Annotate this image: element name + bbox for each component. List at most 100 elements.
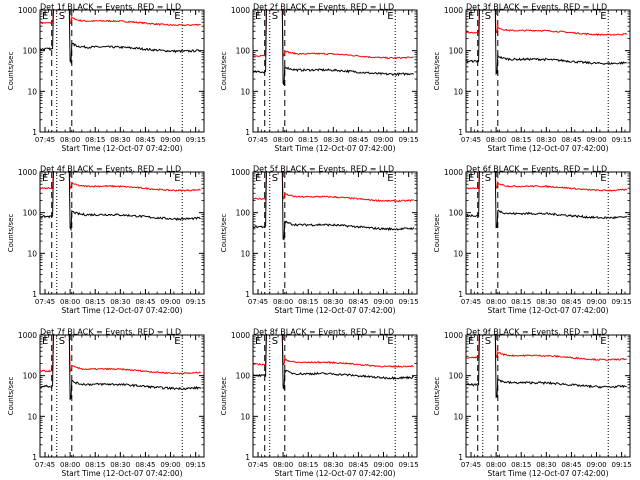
y-tick-label: 10 bbox=[27, 249, 37, 258]
events-series-line bbox=[466, 172, 628, 229]
panel-8: Det 8f BLACK = Events, RED = LLD 1 10 100 10… bbox=[220, 328, 419, 479]
start-marker-label: S bbox=[59, 11, 65, 22]
x-tick-label: 07:45 bbox=[461, 461, 481, 469]
panel-title: Det 2f BLACK = Events, RED = LLD bbox=[253, 3, 394, 12]
end-marker-label: E bbox=[42, 336, 48, 347]
series-group bbox=[253, 10, 415, 87]
x-tick-label: 08:45 bbox=[561, 461, 581, 469]
x-axis-label: Start Time (12-Oct-07 07:42:00) bbox=[61, 306, 182, 315]
x-tick-label: 09:00 bbox=[160, 136, 180, 144]
start-marker-label: S bbox=[485, 11, 491, 22]
end-marker-label: E bbox=[255, 173, 261, 184]
panel-7: Det 7f BLACK = Events, RED = LLD 1 10 100 10… bbox=[7, 328, 206, 479]
end-marker-label: E bbox=[468, 11, 474, 22]
x-tick-label: 08:00 bbox=[486, 136, 506, 144]
x-tick-label: 08:45 bbox=[348, 298, 368, 306]
series-group bbox=[253, 172, 415, 241]
x-tick-label: 08:15 bbox=[85, 136, 105, 144]
lld-series-line bbox=[253, 172, 415, 203]
start-marker-label: S bbox=[272, 11, 278, 22]
x-axis-label: Start Time (12-Oct-07 07:42:00) bbox=[274, 144, 395, 153]
x-axis-label: Start Time (12-Oct-07 07:42:00) bbox=[274, 469, 395, 478]
x-tick-label: 08:00 bbox=[273, 298, 293, 306]
x-tick-label: 08:30 bbox=[110, 461, 130, 469]
x-tick-label: 08:30 bbox=[323, 298, 343, 306]
y-tick-label: 100 bbox=[23, 209, 38, 218]
x-tick-label: 09:15 bbox=[612, 298, 632, 306]
end-marker-label: E bbox=[42, 11, 48, 22]
x-tick-label: 08:30 bbox=[323, 136, 343, 144]
end-marker-label: E bbox=[174, 11, 180, 22]
plot-frame bbox=[39, 334, 205, 458]
end-marker-label: E bbox=[387, 173, 393, 184]
x-tick-label: 07:45 bbox=[35, 461, 55, 469]
y-tick-label: 10 bbox=[240, 412, 250, 421]
x-tick-label: 08:45 bbox=[348, 136, 368, 144]
x-tick-label: 09:00 bbox=[586, 136, 606, 144]
x-tick-label: 08:00 bbox=[486, 461, 506, 469]
y-tick-label: 10 bbox=[27, 412, 37, 421]
y-tick-label: 1 bbox=[32, 128, 37, 137]
x-tick-label: 09:15 bbox=[612, 136, 632, 144]
series-group bbox=[253, 335, 414, 390]
y-tick-label: 1 bbox=[32, 290, 37, 299]
events-series-line bbox=[40, 172, 201, 232]
y-tick-label: 100 bbox=[449, 47, 464, 56]
end-marker-label: E bbox=[42, 173, 48, 184]
x-tick-label: 09:00 bbox=[160, 298, 180, 306]
panel-2: Det 2f BLACK = Events, RED = LLD 1 10 100 10… bbox=[220, 3, 419, 154]
plot-frame bbox=[252, 334, 418, 458]
lld-series-line bbox=[253, 10, 414, 60]
x-tick-label: 09:00 bbox=[586, 298, 606, 306]
y-tick-label: 1 bbox=[458, 128, 463, 137]
x-axis-label: Start Time (12-Oct-07 07:42:00) bbox=[61, 144, 182, 153]
x-tick-label: 08:15 bbox=[85, 298, 105, 306]
x-tick-label: 09:15 bbox=[399, 298, 419, 306]
x-tick-label: 08:15 bbox=[298, 461, 318, 469]
x-tick-label: 08:45 bbox=[135, 298, 155, 306]
x-tick-label: 08:30 bbox=[536, 136, 556, 144]
x-tick-label: 08:00 bbox=[60, 461, 80, 469]
panel-3: Det 3f BLACK = Events, RED = LLD 1 10 100 10… bbox=[433, 3, 632, 154]
x-tick-label: 09:00 bbox=[373, 461, 393, 469]
end-marker-label: E bbox=[600, 336, 606, 347]
x-tick-label: 08:30 bbox=[323, 461, 343, 469]
y-tick-label: 1000 bbox=[231, 168, 250, 177]
panel-6: Det 6f BLACK = Events, RED = LLD 1 10 100 10… bbox=[433, 165, 632, 316]
x-tick-label: 08:45 bbox=[135, 461, 155, 469]
series-group bbox=[466, 172, 628, 229]
x-axis-label: Start Time (12-Oct-07 07:42:00) bbox=[487, 469, 608, 478]
x-tick-label: 07:45 bbox=[35, 298, 55, 306]
x-tick-label: 09:15 bbox=[612, 461, 632, 469]
x-tick-label: 08:15 bbox=[85, 461, 105, 469]
series-group bbox=[40, 10, 201, 65]
panel-title: Det 8f BLACK = Events, RED = LLD bbox=[253, 328, 394, 337]
y-axis-label: Counts/sec bbox=[220, 214, 228, 253]
events-series-line bbox=[466, 335, 627, 398]
x-tick-label: 08:15 bbox=[511, 461, 531, 469]
x-axis-label: Start Time (12-Oct-07 07:42:00) bbox=[487, 306, 608, 315]
panel-title: Det 5f BLACK = Events, RED = LLD bbox=[253, 165, 394, 174]
x-tick-label: 08:00 bbox=[486, 298, 506, 306]
y-tick-label: 1000 bbox=[18, 331, 37, 340]
panel-9: Det 9f BLACK = Events, RED = LLD 1 10 100 10… bbox=[433, 328, 632, 479]
y-tick-label: 100 bbox=[236, 372, 251, 381]
x-tick-label: 08:45 bbox=[561, 136, 581, 144]
x-tick-label: 08:00 bbox=[273, 461, 293, 469]
y-axis-label: Counts/sec bbox=[220, 377, 228, 416]
y-tick-label: 100 bbox=[236, 47, 251, 56]
x-tick-label: 09:15 bbox=[186, 136, 206, 144]
x-tick-label: 08:30 bbox=[110, 136, 130, 144]
plot-frame bbox=[465, 334, 631, 458]
panel-title: Det 9f BLACK = Events, RED = LLD bbox=[466, 328, 607, 337]
plot-frame bbox=[39, 9, 205, 133]
y-tick-label: 1000 bbox=[18, 6, 37, 15]
y-axis-label: Counts/sec bbox=[7, 214, 15, 253]
x-tick-label: 09:00 bbox=[373, 136, 393, 144]
plot-frame bbox=[252, 171, 418, 295]
x-tick-label: 09:00 bbox=[586, 461, 606, 469]
lld-series-line bbox=[40, 10, 201, 27]
x-tick-label: 08:45 bbox=[135, 136, 155, 144]
y-axis-label: Counts/sec bbox=[7, 52, 15, 91]
x-tick-label: 07:45 bbox=[461, 136, 481, 144]
